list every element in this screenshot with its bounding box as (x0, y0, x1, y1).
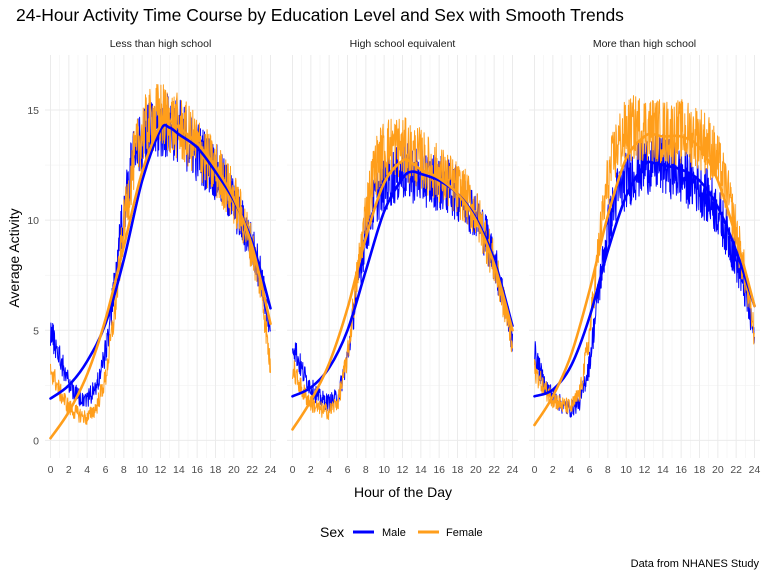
x-tick-label: 8 (121, 464, 127, 476)
x-tick-label: 2 (66, 464, 72, 476)
series-raw-female (534, 95, 755, 415)
x-tick-label: 0 (532, 464, 538, 476)
x-tick-label: 8 (605, 464, 611, 476)
x-tick-label: 0 (290, 464, 296, 476)
legend-title: Sex (320, 524, 344, 540)
legend-label-female: Female (446, 527, 483, 539)
y-tick-label: 10 (27, 215, 39, 227)
x-tick-label: 16 (675, 464, 687, 476)
x-tick-label: 20 (228, 464, 240, 476)
series-smooth-female (291, 158, 514, 431)
x-tick-label: 22 (730, 464, 742, 476)
y-tick-label: 15 (27, 105, 39, 117)
y-tick-label: 0 (33, 435, 39, 447)
x-tick-label: 4 (84, 464, 90, 476)
x-tick-label: 2 (308, 464, 314, 476)
x-tick-label: 2 (550, 464, 556, 476)
x-tick-label: 22 (488, 464, 500, 476)
x-axis-label: Hour of the Day (354, 484, 452, 500)
series-raw-male (534, 132, 755, 418)
x-tick-label: 12 (155, 464, 167, 476)
x-tick-label: 22 (246, 464, 258, 476)
x-tick-label: 24 (507, 464, 519, 476)
x-tick-label: 16 (433, 464, 445, 476)
x-tick-label: 12 (397, 464, 409, 476)
x-tick-label: 10 (620, 464, 632, 476)
x-tick-label: 10 (378, 464, 390, 476)
x-tick-label: 18 (694, 464, 706, 476)
legend-label-male: Male (382, 527, 406, 539)
x-tick-label: 20 (712, 464, 724, 476)
facet-strip-label: High school equivalent (350, 38, 456, 50)
x-tick-label: 4 (568, 464, 574, 476)
x-tick-label: 24 (749, 464, 761, 476)
legend: Sex Male Female (320, 524, 483, 540)
x-tick-label: 8 (363, 464, 369, 476)
series-smooth-female (49, 118, 272, 440)
x-tick-label: 10 (136, 464, 148, 476)
x-tick-label: 6 (345, 464, 351, 476)
y-tick-label: 5 (33, 325, 39, 337)
x-tick-label: 4 (326, 464, 332, 476)
x-tick-label: 18 (452, 464, 464, 476)
facet-strip-label: Less than high school (110, 38, 212, 50)
caption: Data from NHANES Study (631, 558, 760, 570)
x-tick-label: 24 (265, 464, 277, 476)
x-tick-label: 14 (173, 464, 185, 476)
x-tick-label: 14 (415, 464, 427, 476)
chart-title: 24-Hour Activity Time Course by Educatio… (16, 5, 624, 25)
x-tick-label: 20 (470, 464, 482, 476)
x-tick-label: 12 (639, 464, 651, 476)
x-tick-label: 0 (48, 464, 54, 476)
x-tick-label: 6 (587, 464, 593, 476)
series-smooth-male (533, 160, 756, 398)
y-axis-label: Average Activity (6, 208, 22, 307)
x-tick-label: 14 (657, 464, 669, 476)
x-tick-label: 18 (210, 464, 222, 476)
series-raw-female (50, 84, 271, 425)
x-tick-label: 6 (103, 464, 109, 476)
series-smooth-female (533, 132, 756, 427)
x-tick-label: 16 (191, 464, 203, 476)
facet-strip-label: More than high school (593, 38, 696, 50)
